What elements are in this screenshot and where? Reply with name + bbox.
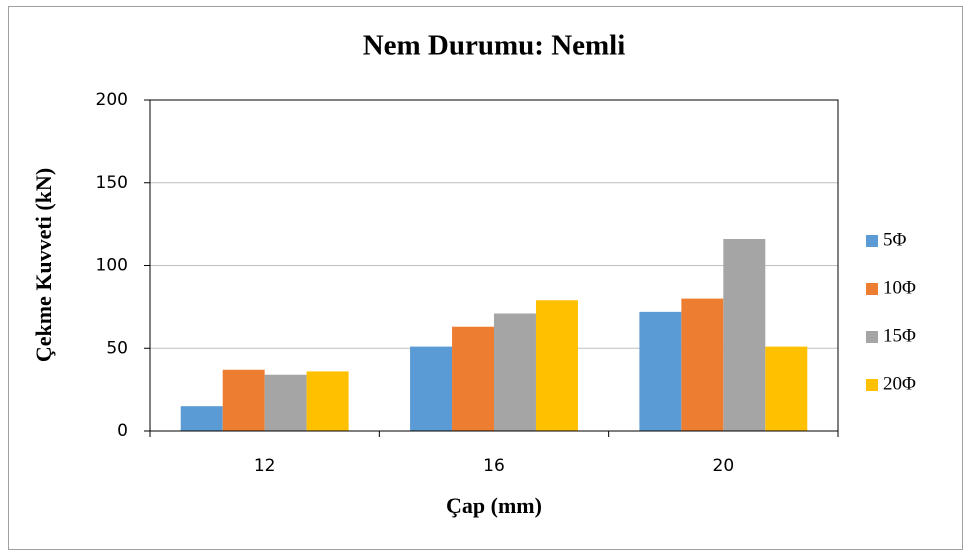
legend-label: 20Φ: [883, 373, 916, 394]
y-tick-label: 50: [106, 338, 128, 358]
bar: [639, 311, 682, 431]
chart-frame: [8, 6, 963, 550]
legend-swatch: [866, 235, 878, 247]
legend-label: 10Φ: [883, 277, 916, 298]
y-tick-label: 150: [96, 173, 128, 193]
bar: [180, 406, 223, 431]
y-tick-label: 0: [117, 421, 128, 441]
bar: [222, 369, 265, 431]
legend-label: 15Φ: [883, 325, 916, 346]
legend-swatch: [866, 331, 878, 343]
bar: [306, 371, 349, 431]
x-tick-label: 20: [713, 456, 735, 476]
legend-swatch: [866, 283, 878, 295]
x-axis-label: Çap (mm): [446, 493, 542, 518]
bar: [264, 374, 307, 431]
x-tick-label: 16: [483, 456, 505, 476]
y-tick-label: 200: [96, 90, 128, 110]
bar: [723, 239, 766, 431]
bar: [535, 300, 578, 431]
bar: [494, 313, 536, 431]
y-tick-label: 100: [96, 256, 128, 276]
x-tick-label: 12: [254, 456, 276, 476]
bar: [452, 326, 494, 431]
chart-title: Nem Durumu: Nemli: [363, 30, 626, 62]
bar: [681, 298, 724, 431]
bar: [765, 346, 808, 431]
y-axis-label: Çekme Kuvveti (kN): [31, 168, 56, 362]
legend-swatch: [866, 379, 878, 391]
bar: [410, 346, 453, 431]
legend-label: 5Φ: [883, 229, 907, 250]
